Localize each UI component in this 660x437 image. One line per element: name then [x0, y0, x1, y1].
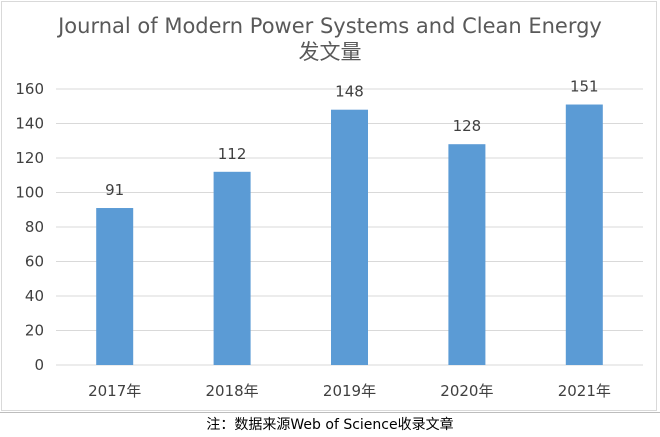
y-tick-label: 140: [15, 115, 44, 133]
data-label: 151: [570, 78, 599, 96]
y-tick-label: 20: [25, 322, 44, 340]
y-tick-label: 160: [15, 80, 44, 98]
data-label: 148: [335, 83, 364, 101]
x-tick-label: 2021年: [558, 382, 611, 400]
bars: [96, 104, 603, 366]
chart-title: Journal of Modern Power Systems and Clea…: [56, 14, 602, 38]
data-label: 128: [453, 117, 482, 135]
x-axis-ticks: 2017年 2018年 2019年 2020年 2021年: [88, 382, 611, 400]
bar: [331, 109, 368, 365]
bar: [96, 208, 134, 365]
y-axis-ticks: 0 20 40 60 80 100 120 140 160: [15, 80, 44, 374]
y-tick-label: 120: [15, 149, 44, 167]
bar: [565, 104, 603, 366]
bar: [213, 171, 251, 365]
bar: [448, 144, 486, 365]
y-tick-label: 100: [15, 184, 44, 202]
y-tick-label: 40: [25, 287, 44, 305]
y-tick-label: 80: [25, 218, 44, 236]
x-tick-label: 2018年: [206, 382, 259, 400]
chart-subtitle: 发文量: [299, 40, 362, 64]
bar-chart: Journal of Modern Power Systems and Clea…: [15, 14, 643, 400]
x-tick-label: 2017年: [88, 382, 141, 400]
x-tick-label: 2019年: [323, 382, 376, 400]
data-label: 91: [105, 181, 124, 199]
x-tick-label: 2020年: [440, 382, 493, 400]
data-labels: 91 112 148 128 151: [105, 78, 598, 199]
source-note: 注：数据来源Web of Science收录文章: [0, 412, 660, 437]
y-tick-label: 0: [34, 356, 44, 374]
y-tick-label: 60: [25, 253, 44, 271]
data-label: 112: [218, 145, 247, 163]
